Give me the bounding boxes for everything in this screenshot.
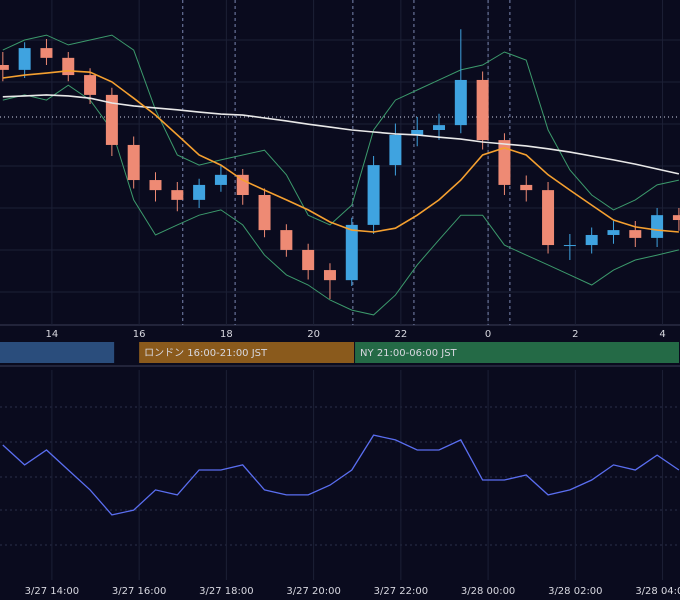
x-tick-label: 18: [220, 329, 233, 340]
candle-body: [345, 224, 358, 281]
x-tick-label: 3/27 20:00: [286, 586, 340, 597]
candle-body: [236, 174, 249, 195]
x-tick-label: 20: [307, 329, 320, 340]
bollinger-band: [2, 34, 680, 226]
x-tick-label: 22: [394, 329, 407, 340]
candle-body: [651, 215, 664, 238]
x-tick-label: 14: [46, 329, 59, 340]
candle-body: [280, 230, 293, 250]
x-tick-label: 4: [659, 329, 665, 340]
candle-body: [498, 140, 511, 185]
candle-body: [18, 48, 31, 70]
candle-body: [520, 184, 533, 191]
candle-body: [433, 125, 446, 130]
candle-body: [0, 65, 9, 70]
candle-body: [367, 165, 380, 225]
candle-body: [629, 230, 642, 238]
candle-body: [258, 195, 271, 231]
x-tick-label: 16: [133, 329, 146, 340]
candle-body: [127, 144, 140, 181]
session-bar: [355, 342, 679, 363]
candle-body: [302, 249, 315, 271]
x-tick-label: 3/27 22:00: [374, 586, 428, 597]
candle-body: [672, 215, 680, 221]
candle-body: [563, 245, 576, 247]
candle-body: [585, 234, 598, 246]
moving-average: [2, 69, 679, 233]
x-tick-label: 3/27 16:00: [112, 586, 166, 597]
candle-body: [323, 270, 336, 281]
candle-body: [171, 190, 184, 200]
session-bar: [0, 342, 115, 363]
candle-body: [62, 57, 75, 76]
candle-body: [149, 180, 162, 191]
candle-body: [542, 190, 555, 246]
x-tick-label: 2: [572, 329, 578, 340]
x-tick-label: 3/28 00:00: [461, 586, 515, 597]
sub-grid: [0, 406, 680, 546]
moving-average: [2, 94, 680, 175]
oscillator-line: [2, 434, 680, 516]
x-tick-label: 3/27 18:00: [199, 586, 253, 597]
candle-body: [454, 79, 467, 126]
candle-body: [476, 79, 489, 141]
x-tick-label: 3/28 04:00: [635, 586, 680, 597]
x-tick-label: 3/28 02:00: [548, 586, 602, 597]
candle-body: [193, 184, 206, 200]
x-tick-label: 3/27 14:00: [25, 586, 79, 597]
candle-body: [105, 94, 118, 145]
x-tick-label: 0: [485, 329, 491, 340]
candle-body: [40, 48, 53, 58]
candle-body: [607, 230, 620, 235]
candle-body: [389, 134, 402, 166]
candle-body: [84, 75, 97, 95]
session-bar: [139, 342, 355, 363]
session-label: NY 21:00-06:00 JST: [360, 348, 457, 359]
candle-body: [214, 174, 227, 185]
candle-body: [411, 130, 424, 135]
session-label: ロンドン 16:00-21:00 JST: [144, 348, 268, 359]
